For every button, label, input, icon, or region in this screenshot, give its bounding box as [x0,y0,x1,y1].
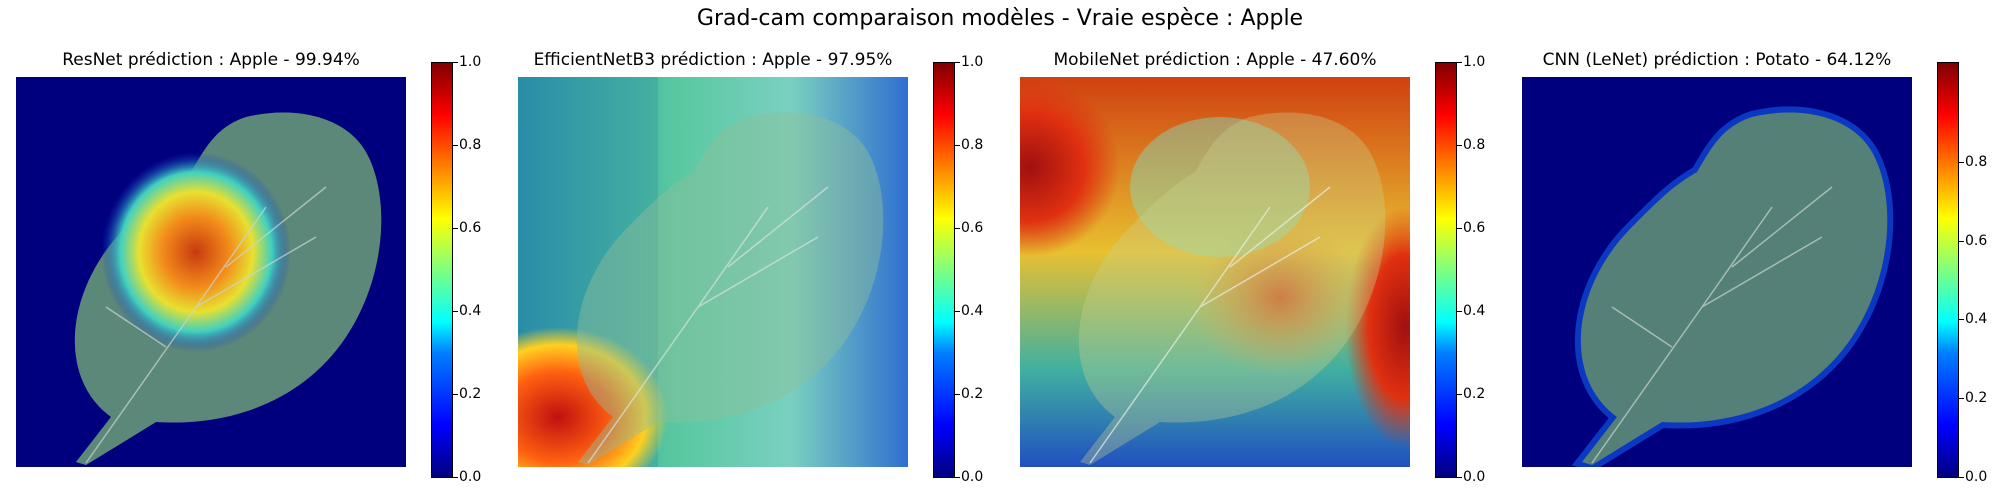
colorbar [1937,62,1959,478]
colorbar-tick-label: 0.6 [1456,220,1486,236]
colorbar-tick-label: 0.4 [452,303,482,319]
colorbar-tick-label: 0.4 [1958,311,1988,327]
colorbar-tick-label: 0.0 [954,469,984,485]
panel-title: CNN (LeNet) prédiction : Potato - 64.12% [1542,50,1892,70]
colorbar-tick-label: 0.6 [954,220,984,236]
colorbar-tick-label: 0.0 [1456,469,1486,485]
panel-title: MobileNet prédiction : Apple - 47.60% [1053,50,1377,70]
gradcam-heatmap-image [16,77,406,467]
colorbar [933,62,955,478]
colorbar-tick-label: 0.2 [452,386,482,402]
colorbar-tick-label: 1.0 [452,54,482,70]
colorbar-tick-label: 0.0 [452,469,482,485]
colorbar-tick-label: 0.8 [1958,154,1988,170]
colorbar-tick-label: 0.8 [954,137,984,153]
colorbar-tick-label: 1.0 [1456,54,1486,70]
gradcam-heatmap-image [1020,77,1410,467]
colorbar-tick-label: 0.4 [954,303,984,319]
figure-title: Grad-cam comparaison modèles - Vraie esp… [696,6,1304,31]
colorbar-tick-label: 0.8 [452,137,482,153]
panel-title: EfficientNetB3 prédiction : Apple - 97.9… [533,50,893,70]
colorbar [431,62,453,478]
colorbar-tick-label: 1.0 [954,54,984,70]
colorbar-tick-label: 0.2 [1456,386,1486,402]
gradcam-heatmap-image [1522,77,1912,467]
gradcam-heatmap-image [518,77,908,467]
panel-title: ResNet prédiction : Apple - 99.94% [62,50,360,70]
colorbar-tick-label: 0.0 [1958,469,1988,485]
colorbar-tick-label: 0.2 [954,386,984,402]
colorbar-tick-label: 0.8 [1456,137,1486,153]
colorbar-tick-label: 0.4 [1456,303,1486,319]
colorbar-tick-label: 0.2 [1958,390,1988,406]
colorbar [1435,62,1457,478]
colorbar-tick-label: 0.6 [1958,233,1988,249]
colorbar-tick-label: 0.6 [452,220,482,236]
